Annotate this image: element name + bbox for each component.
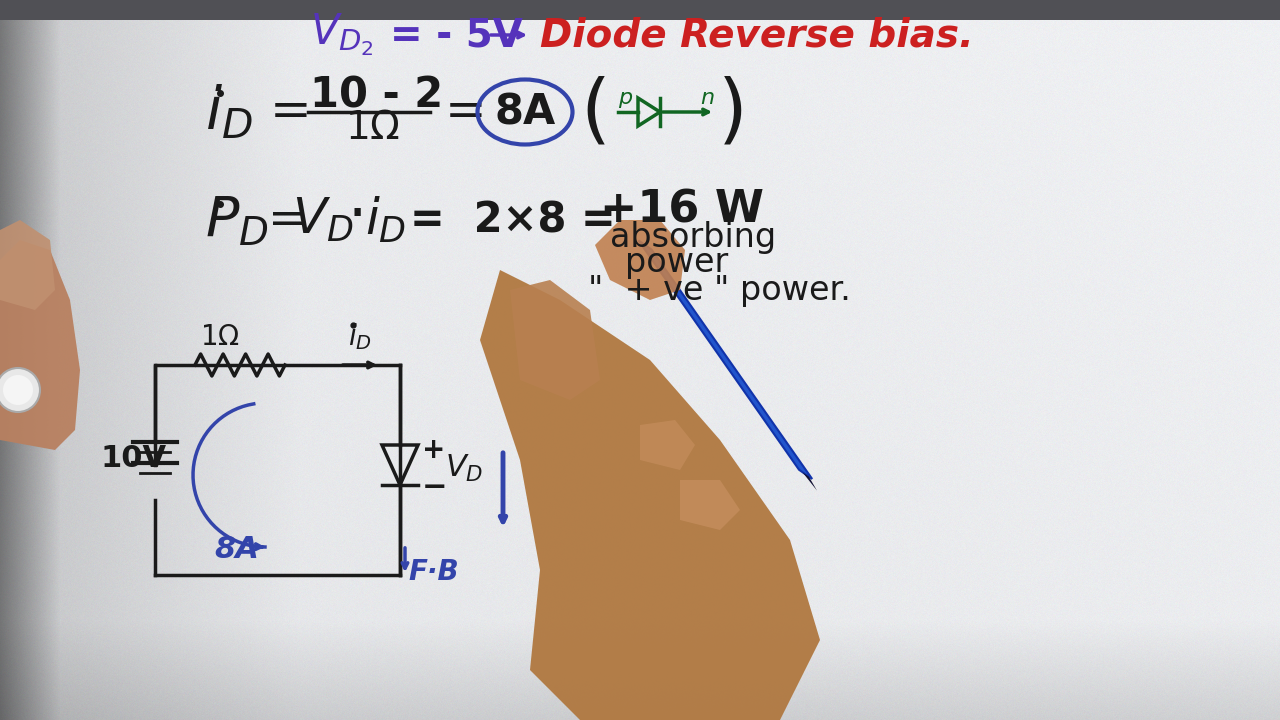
Text: $V_D$: $V_D$ (292, 196, 353, 244)
Text: 8A: 8A (494, 91, 556, 133)
Text: 10 - 2: 10 - 2 (310, 74, 443, 116)
Polygon shape (509, 280, 600, 400)
Text: =: = (270, 88, 312, 136)
Text: $i_D$: $i_D$ (205, 83, 252, 141)
Text: ): ) (718, 75, 748, 149)
Text: = - 5V: = - 5V (390, 16, 522, 54)
Circle shape (3, 375, 33, 405)
Text: $1\Omega$: $1\Omega$ (346, 109, 399, 147)
Polygon shape (0, 0, 1280, 20)
Text: −: − (422, 474, 448, 503)
Text: $i_D$: $i_D$ (365, 195, 406, 245)
Text: absorbing: absorbing (611, 220, 776, 253)
Text: n: n (700, 88, 714, 108)
Text: power: power (625, 246, 728, 279)
Polygon shape (639, 240, 812, 479)
Text: p: p (618, 88, 632, 108)
Polygon shape (595, 220, 685, 300)
Text: F·B: F·B (408, 558, 458, 586)
Text: Diode Reverse bias.: Diode Reverse bias. (540, 16, 974, 54)
Polygon shape (0, 220, 55, 310)
Circle shape (0, 368, 40, 412)
Text: =: = (445, 88, 486, 136)
Text: =  2×8 =: = 2×8 = (410, 199, 616, 241)
Text: "  + ve " power.: " + ve " power. (588, 274, 851, 307)
Text: (: ( (580, 75, 609, 149)
Polygon shape (803, 472, 817, 491)
Polygon shape (0, 240, 79, 450)
Text: +: + (422, 436, 445, 464)
Text: 10V: 10V (100, 444, 166, 472)
Polygon shape (480, 270, 820, 720)
Text: ·: · (348, 186, 367, 246)
Text: =: = (268, 197, 307, 243)
Polygon shape (640, 420, 695, 470)
Text: $V_D$: $V_D$ (445, 452, 484, 484)
Text: $1\Omega$: $1\Omega$ (200, 323, 239, 351)
Text: $i_D$: $i_D$ (348, 322, 372, 352)
Text: $V_{D_2}$: $V_{D_2}$ (310, 12, 374, 58)
Text: $P_D$: $P_D$ (205, 194, 269, 246)
Polygon shape (680, 480, 740, 530)
Text: 8A: 8A (215, 536, 260, 564)
Text: +16 W: +16 W (600, 189, 764, 232)
